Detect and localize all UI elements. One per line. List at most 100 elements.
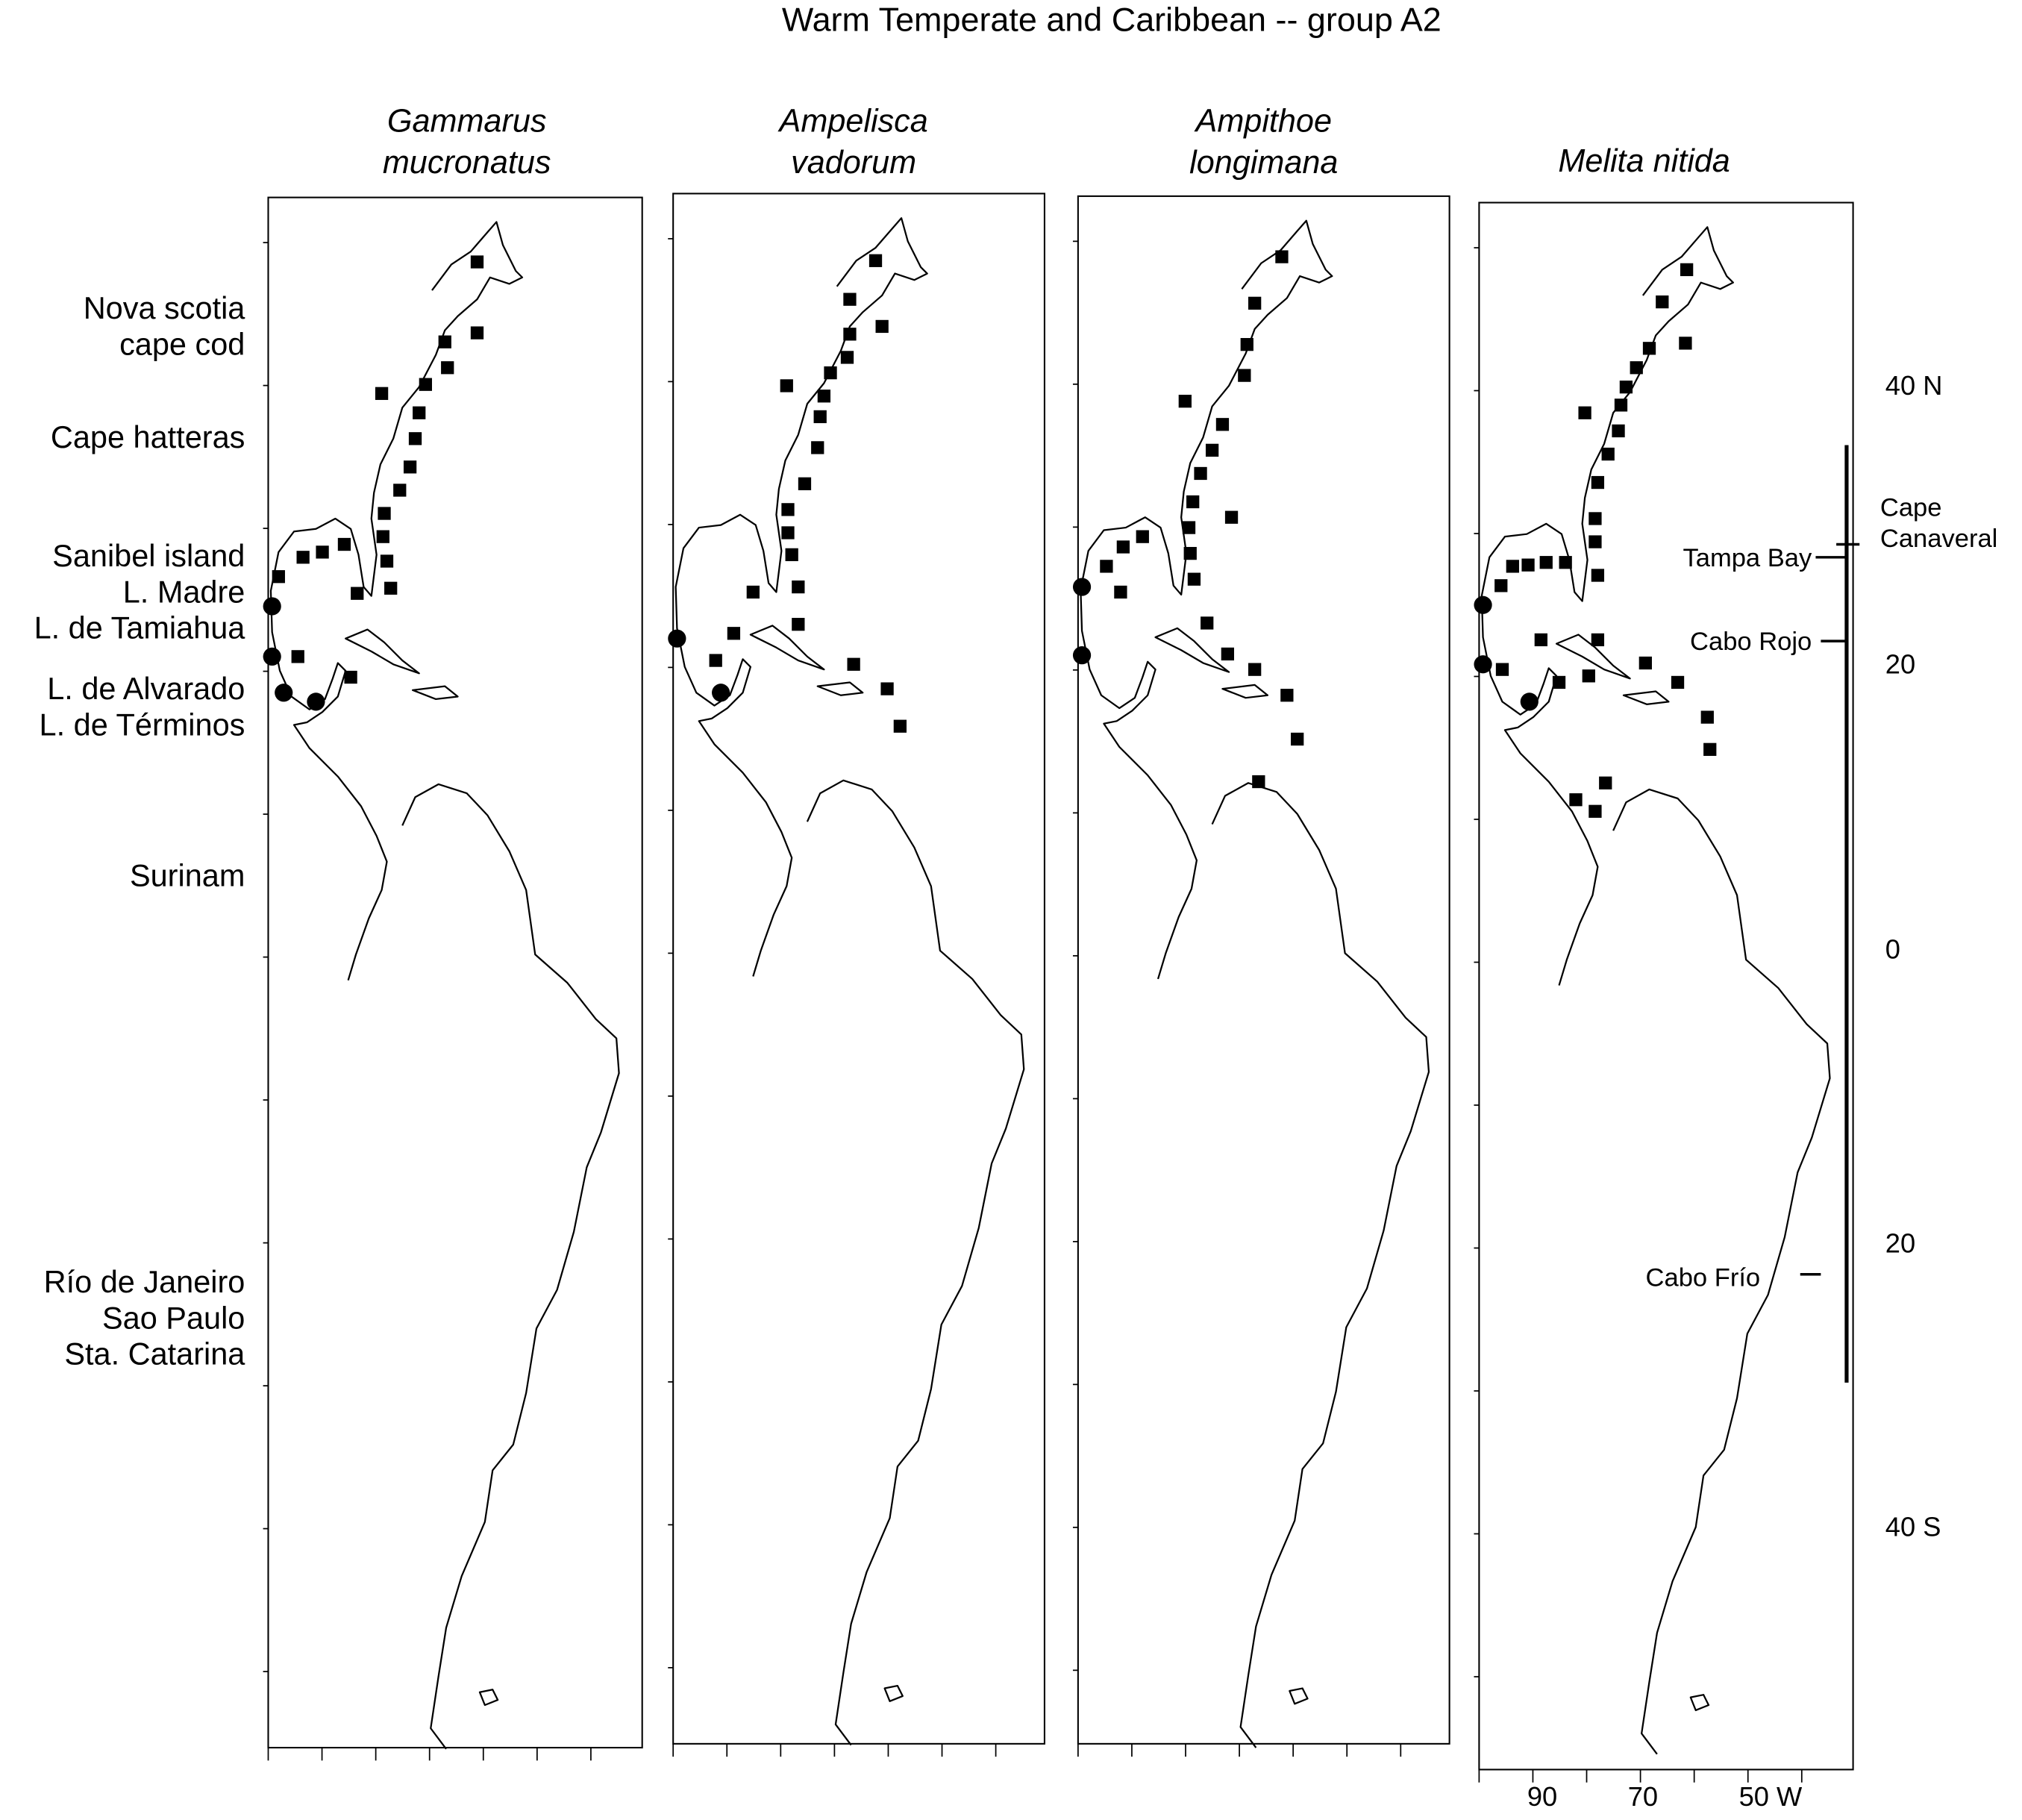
longitude-label: 70	[1628, 1781, 1658, 1812]
occurrence-square	[824, 366, 837, 380]
locality-label: Cabo Rojo	[1690, 628, 1812, 656]
map-panel	[1072, 195, 1450, 1757]
panel-title: Gammarus	[387, 103, 547, 139]
occurrence-square	[1238, 369, 1251, 382]
occurrence-square	[378, 507, 391, 520]
occurrence-square	[344, 670, 357, 684]
occurrence-square	[1291, 732, 1304, 746]
occurrence-square	[1280, 689, 1294, 702]
longitude-label: 50 W	[1739, 1781, 1803, 1812]
occurrence-square	[272, 570, 285, 584]
occurrence-square	[1100, 560, 1113, 573]
map-panel	[1474, 201, 1854, 1783]
occurrence-square	[1194, 466, 1207, 481]
region-label: Sanibel island	[52, 538, 245, 573]
occurrence-square	[1252, 775, 1265, 789]
occurrence-square	[875, 319, 889, 334]
occurrence-square	[1178, 395, 1192, 408]
occurrence-square	[843, 328, 857, 341]
occurrence-square	[1601, 447, 1615, 461]
panel-title: mucronatus	[383, 145, 551, 181]
occurrence-square	[1187, 572, 1201, 586]
occurrence-square	[781, 503, 795, 516]
occurrence-square	[375, 387, 389, 400]
occurrence-square	[1638, 656, 1652, 670]
occurrence-square	[1114, 585, 1127, 599]
region-label: cape cod	[119, 326, 245, 361]
occurrence-square	[1589, 535, 1602, 548]
occurrence-square	[1569, 793, 1583, 807]
occurrence-square	[351, 587, 364, 600]
locality-label: Tampa Bay	[1683, 544, 1812, 572]
region-label: Sta. Catarina	[64, 1336, 245, 1372]
occurrence-circle	[263, 597, 281, 616]
occurrence-square	[792, 580, 805, 594]
occurrence-square	[1578, 406, 1591, 419]
occurrence-square	[441, 361, 454, 375]
occurrence-square	[1589, 512, 1602, 525]
occurrence-square	[419, 378, 432, 391]
coastline	[1480, 226, 1831, 1755]
coastline	[269, 221, 620, 1750]
occurrence-square	[408, 432, 422, 445]
occurrence-square	[1599, 776, 1612, 789]
occurrence-square	[1248, 296, 1262, 310]
occurrence-square	[470, 255, 484, 269]
coastline	[1080, 219, 1430, 1749]
panel-frame	[267, 196, 643, 1749]
occurrence-square	[1559, 556, 1572, 569]
occurrence-square	[296, 551, 310, 564]
occurrence-square	[880, 682, 894, 695]
occurrence-square	[1680, 263, 1694, 277]
panel-frame	[1077, 195, 1450, 1745]
region-label: L. de Alvarado	[47, 671, 245, 706]
occurrence-circle	[1520, 692, 1539, 711]
occurrence-circle	[307, 692, 325, 711]
occurrence-square	[893, 719, 907, 733]
map	[263, 221, 620, 1750]
panel-frame	[1478, 201, 1854, 1771]
map	[668, 217, 1025, 1746]
occurrence-square	[1183, 546, 1197, 560]
occurrence-square	[1642, 342, 1656, 355]
occurrence-square	[1582, 669, 1595, 683]
occurrence-square	[1656, 295, 1669, 309]
panel-title: Melita nitida	[1558, 143, 1730, 179]
occurrence-square	[1221, 647, 1234, 661]
latitude-label: 40 N	[1885, 370, 1943, 401]
panel-frame	[672, 193, 1045, 1745]
occurrence-square	[1201, 616, 1214, 630]
occurrence-square	[1614, 398, 1628, 412]
occurrence-square	[337, 537, 351, 551]
occurrence-square	[438, 335, 451, 348]
occurrence-circle	[263, 647, 281, 666]
occurrence-square	[798, 477, 812, 490]
occurrence-circle	[1474, 595, 1492, 614]
latitude-label: 20	[1885, 1228, 1915, 1258]
region-label: Río de Janeiro	[44, 1264, 245, 1299]
occurrence-square	[291, 650, 304, 663]
coastline	[674, 217, 1025, 1746]
occurrence-circle	[1072, 578, 1092, 596]
occurrence-square	[1495, 663, 1509, 676]
occurrence-square	[1591, 569, 1605, 582]
occurrence-square	[1116, 540, 1130, 554]
occurrence-square	[813, 410, 827, 424]
occurrence-square	[316, 545, 329, 559]
occurrence-square	[709, 654, 722, 667]
region-label: Cape hatteras	[51, 419, 245, 454]
occurrence-square	[1679, 337, 1692, 350]
occurrence-square	[781, 526, 795, 540]
occurrence-square	[376, 530, 389, 543]
map	[1072, 219, 1430, 1749]
occurrence-square	[1700, 710, 1714, 724]
occurrence-square	[1591, 633, 1605, 647]
occurrence-square	[1136, 530, 1149, 543]
occurrence-square	[1612, 424, 1625, 438]
occurrence-square	[1703, 742, 1717, 756]
occurrence-square	[1494, 579, 1508, 592]
occurrence-square	[1215, 418, 1230, 431]
occurrence-square	[843, 293, 857, 306]
occurrence-square	[1671, 675, 1685, 689]
